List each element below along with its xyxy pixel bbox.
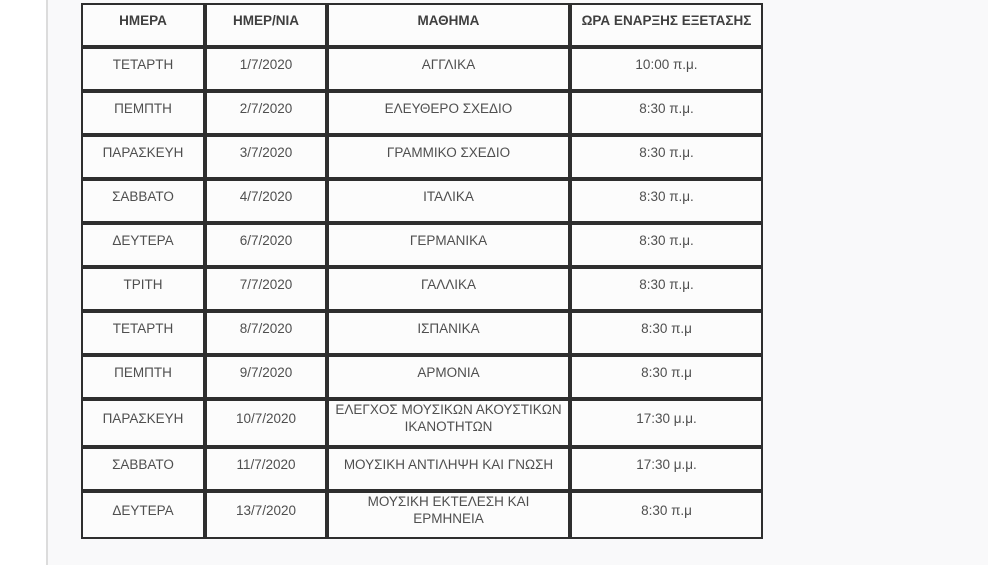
subject-cell: ΙΣΠΑΝΙΚΑ [327,311,570,355]
table-row: ΠΕΜΠΤΗ 9/7/2020 ΑΡΜΟΝΙΑ 8:30 π.μ [81,355,763,399]
time-cell: 17:30 μ.μ. [570,447,763,491]
day-cell: ΤΕΤΑΡΤΗ [81,311,205,355]
subject-cell: ΓΡΑΜΜΙΚΟ ΣΧΕΔΙΟ [327,135,570,179]
date-cell: 6/7/2020 [205,223,327,267]
date-cell: 13/7/2020 [205,491,327,539]
date-cell: 4/7/2020 [205,179,327,223]
subject-cell: ΕΛΕΓΧΟΣ ΜΟΥΣΙΚΩΝ ΑΚΟΥΣΤΙΚΩΝ ΙΚΑΝΟΤΗΤΩΝ [327,399,570,447]
date-cell: 3/7/2020 [205,135,327,179]
time-cell: 8:30 π.μ. [570,223,763,267]
date-cell: 9/7/2020 [205,355,327,399]
table-row: ΣΑΒΒΑΤΟ 4/7/2020 ΙΤΑΛΙΚΑ 8:30 π.μ. [81,179,763,223]
column-header-date: ΗΜΕΡ/ΝΙΑ [205,3,327,47]
left-margin-strip [0,0,46,565]
day-cell: ΔΕΥΤΕΡΑ [81,223,205,267]
exam-schedule-table: ΗΜΕΡΑ ΗΜΕΡ/ΝΙΑ ΜΑΘΗΜΑ ΩΡΑ ΕΝΑΡΞΗΣ ΕΞΕΤΑΣ… [81,3,763,539]
date-cell: 2/7/2020 [205,91,327,135]
date-cell: 8/7/2020 [205,311,327,355]
date-cell: 10/7/2020 [205,399,327,447]
time-cell: 8:30 π.μ. [570,135,763,179]
subject-cell: ΑΓΓΛΙΚΑ [327,47,570,91]
time-cell: 8:30 π.μ. [570,179,763,223]
subject-cell: ΜΟΥΣΙΚΗ ΑΝΤΙΛΗΨΗ ΚΑΙ ΓΝΩΣΗ [327,447,570,491]
time-cell: 8:30 π.μ [570,311,763,355]
day-cell: ΤΕΤΑΡΤΗ [81,47,205,91]
table-row: ΠΕΜΠΤΗ 2/7/2020 ΕΛΕΥΘΕΡΟ ΣΧΕΔΙΟ 8:30 π.μ… [81,91,763,135]
time-cell: 8:30 π.μ [570,491,763,539]
column-header-time: ΩΡΑ ΕΝΑΡΞΗΣ ΕΞΕΤΑΣΗΣ [570,3,763,47]
date-cell: 1/7/2020 [205,47,327,91]
time-cell: 17:30 μ.μ. [570,399,763,447]
content-area: ΗΜΕΡΑ ΗΜΕΡ/ΝΙΑ ΜΑΘΗΜΑ ΩΡΑ ΕΝΑΡΞΗΣ ΕΞΕΤΑΣ… [48,0,988,565]
subject-cell: ΓΕΡΜΑΝΙΚΑ [327,223,570,267]
time-cell: 8:30 π.μ [570,355,763,399]
day-cell: ΣΑΒΒΑΤΟ [81,179,205,223]
day-cell: ΠΕΜΠΤΗ [81,355,205,399]
day-cell: ΠΑΡΑΣΚΕΥΗ [81,135,205,179]
table-row: ΣΑΒΒΑΤΟ 11/7/2020 ΜΟΥΣΙΚΗ ΑΝΤΙΛΗΨΗ ΚΑΙ Γ… [81,447,763,491]
date-cell: 11/7/2020 [205,447,327,491]
column-header-subject: ΜΑΘΗΜΑ [327,3,570,47]
day-cell: ΔΕΥΤΕΡΑ [81,491,205,539]
subject-cell: ΙΤΑΛΙΚΑ [327,179,570,223]
time-cell: 10:00 π.μ. [570,47,763,91]
subject-cell: ΕΛΕΥΘΕΡΟ ΣΧΕΔΙΟ [327,91,570,135]
subject-cell: ΓΑΛΛΙΚΑ [327,267,570,311]
table-row: ΤΡΙΤΗ 7/7/2020 ΓΑΛΛΙΚΑ 8:30 π.μ. [81,267,763,311]
column-header-day: ΗΜΕΡΑ [81,3,205,47]
table-row: ΔΕΥΤΕΡΑ 6/7/2020 ΓΕΡΜΑΝΙΚΑ 8:30 π.μ. [81,223,763,267]
table-row: ΤΕΤΑΡΤΗ 8/7/2020 ΙΣΠΑΝΙΚΑ 8:30 π.μ [81,311,763,355]
table-header-row: ΗΜΕΡΑ ΗΜΕΡ/ΝΙΑ ΜΑΘΗΜΑ ΩΡΑ ΕΝΑΡΞΗΣ ΕΞΕΤΑΣ… [81,3,763,47]
table-row: ΠΑΡΑΣΚΕΥΗ 3/7/2020 ΓΡΑΜΜΙΚΟ ΣΧΕΔΙΟ 8:30 … [81,135,763,179]
page-divider-line [46,0,48,565]
subject-cell: ΜΟΥΣΙΚΗ ΕΚΤΕΛΕΣΗ ΚΑΙ ΕΡΜΗΝΕΙΑ [327,491,570,539]
day-cell: ΤΡΙΤΗ [81,267,205,311]
date-cell: 7/7/2020 [205,267,327,311]
day-cell: ΣΑΒΒΑΤΟ [81,447,205,491]
time-cell: 8:30 π.μ. [570,267,763,311]
table-row: ΔΕΥΤΕΡΑ 13/7/2020 ΜΟΥΣΙΚΗ ΕΚΤΕΛΕΣΗ ΚΑΙ Ε… [81,491,763,539]
subject-cell: ΑΡΜΟΝΙΑ [327,355,570,399]
day-cell: ΠΕΜΠΤΗ [81,91,205,135]
table-row: ΠΑΡΑΣΚΕΥΗ 10/7/2020 ΕΛΕΓΧΟΣ ΜΟΥΣΙΚΩΝ ΑΚΟ… [81,399,763,447]
time-cell: 8:30 π.μ. [570,91,763,135]
day-cell: ΠΑΡΑΣΚΕΥΗ [81,399,205,447]
table-row: ΤΕΤΑΡΤΗ 1/7/2020 ΑΓΓΛΙΚΑ 10:00 π.μ. [81,47,763,91]
